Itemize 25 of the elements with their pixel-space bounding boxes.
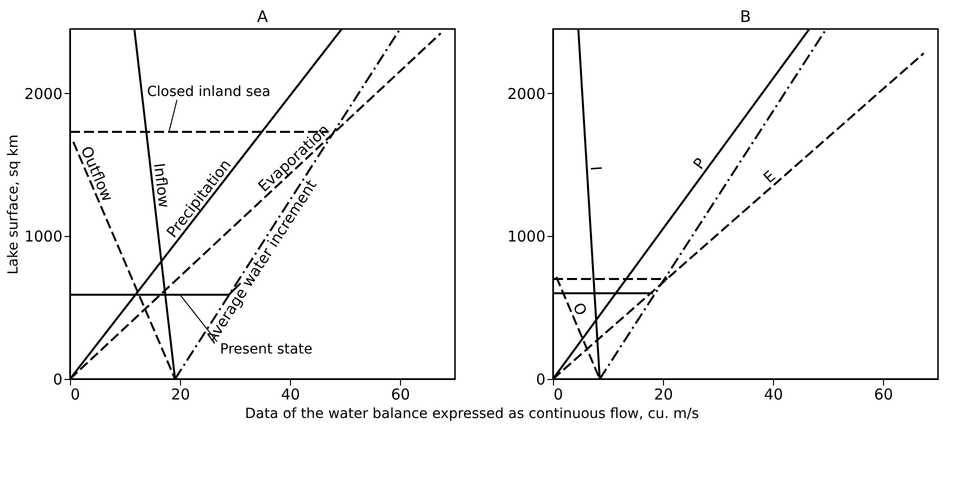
x-tick-label: 20 (654, 386, 674, 404)
annotation: Closed inland sea (147, 84, 270, 100)
y-tick-label: 2000 (24, 84, 62, 103)
chart-title: A (257, 7, 268, 26)
text: O (569, 300, 590, 318)
x-tick-label: 20 (170, 386, 190, 404)
y-tick-label: 0 (536, 370, 546, 388)
text: E (760, 166, 779, 187)
y-tick-label: 1000 (507, 228, 546, 246)
text: P (690, 154, 710, 173)
x-tick-label: 40 (280, 386, 300, 404)
text: I (586, 166, 605, 172)
chart-title: B (740, 7, 751, 26)
x-tick-label: 60 (390, 386, 410, 404)
y-tick-label: 1000 (24, 228, 62, 246)
y-tick-label: 0 (52, 370, 62, 388)
annotation: Present state (220, 342, 312, 358)
x-tick-label: 0 (554, 386, 564, 404)
y-axis-title: Lake surface, sq km (5, 134, 22, 275)
x-tick-label: 60 (874, 386, 894, 404)
x-axis-title: Data of the water balance expressed as continuous flow, cu. m/s (244, 406, 699, 422)
text: Inflow (150, 162, 174, 209)
x-tick-label: 40 (764, 386, 784, 404)
x-tick-label: 0 (70, 386, 80, 404)
y-tick-label: 2000 (507, 84, 546, 103)
